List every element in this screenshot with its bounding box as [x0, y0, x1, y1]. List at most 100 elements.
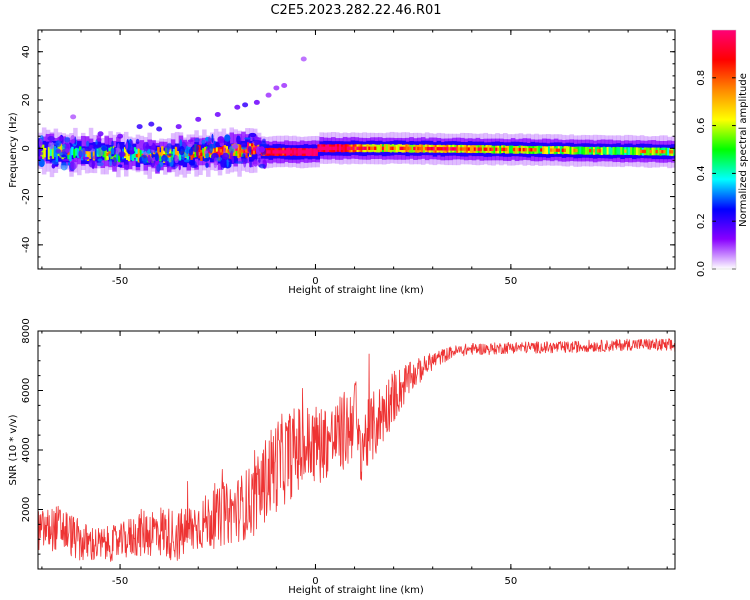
ridge-hot-cell: [479, 147, 482, 151]
noise-blob: [201, 139, 206, 145]
noise-blob: [236, 139, 242, 144]
ridge-core-cell: [69, 148, 72, 162]
scatter-blob: [214, 111, 221, 117]
ridge-core-cell: [471, 145, 475, 153]
x-tick-label: 50: [504, 276, 517, 287]
ridge-hot-cell: [364, 146, 367, 150]
ridge-core-cell: [41, 144, 45, 159]
ridge-core-cell: [387, 144, 391, 153]
ridge-hot-cell: [452, 147, 455, 151]
ridge-hot-cell: [266, 150, 269, 154]
ridge-hot-cell: [137, 153, 140, 157]
ridge-hot-cell: [497, 147, 500, 152]
ridge-hot-cell: [317, 146, 320, 150]
noise-blob: [178, 164, 181, 171]
ridge-core-cell: [71, 146, 74, 156]
noise-blob: [161, 154, 168, 162]
ridge-core-cell: [514, 146, 518, 154]
ridge-hot-cell: [297, 150, 301, 154]
ridge-hot-cell: [200, 152, 203, 157]
ridge-core-cell: [614, 147, 617, 155]
scatter-blob: [300, 56, 307, 62]
ridge-core-cell: [559, 146, 563, 154]
noise-blob: [51, 163, 56, 169]
scatter-blob: [148, 121, 155, 127]
ridge-hot-cell: [344, 146, 348, 150]
ridge-hot-cell: [340, 146, 344, 150]
ridge-hot-cell: [338, 146, 342, 150]
noise-blob: [166, 142, 173, 150]
scatter-blob: [156, 126, 163, 132]
ridge-hot-cell: [327, 146, 330, 150]
noise-blob: [224, 134, 231, 142]
colorbar-frame: [711, 29, 737, 270]
ridge-hot-cell: [442, 147, 445, 151]
ridge-core-cell: [55, 147, 59, 162]
scatter-blob: [195, 116, 202, 122]
ridge-core-cell: [176, 151, 180, 159]
ridge-hot-cell: [106, 152, 109, 157]
colorbar-tick-label: 0.8: [696, 70, 707, 86]
noise-blob: [118, 164, 123, 168]
ridge-hot-cell: [438, 147, 441, 151]
spectrogram-ticks: -50 0 50 -40 -20 0 20 40: [21, 30, 675, 287]
ridge-hot-cell: [450, 147, 453, 151]
ridge-core-cell: [630, 147, 633, 155]
ridge-hot-cell: [391, 146, 395, 150]
ridge-hot-cell: [444, 147, 447, 151]
noise-blob: [147, 154, 151, 163]
ridge-hot-cell: [641, 149, 645, 154]
noise-blob: [254, 139, 262, 145]
ridge-hot-cell: [295, 150, 299, 154]
ridge-core-cell: [397, 144, 400, 152]
noise-blob: [191, 144, 200, 153]
ridge-core-cell: [653, 147, 656, 156]
x-tick-label: 50: [504, 576, 517, 587]
ridge-core-cell: [123, 147, 127, 159]
noise-blob: [62, 158, 70, 162]
ridge-hot-cell: [352, 146, 355, 150]
noise-blob: [213, 161, 218, 169]
ridge-core-cell: [172, 148, 176, 158]
y-tick-label: 2000: [21, 497, 32, 522]
noise-blob: [254, 137, 261, 141]
noise-blob: [247, 145, 252, 153]
noise-blob: [204, 150, 208, 154]
noise-blob: [95, 139, 98, 145]
chart-title: C2E5.2023.282.22.46.R01: [270, 3, 441, 18]
ridge-core-cell: [665, 147, 668, 156]
ridge-hot-cell: [368, 146, 371, 150]
ridge-hot-cell: [428, 146, 432, 151]
noise-blob: [49, 140, 53, 143]
noise-blob: [124, 160, 130, 171]
noise-blob: [194, 137, 200, 143]
noise-blob: [243, 137, 252, 140]
noise-blob: [91, 160, 95, 170]
ridge-hot-cell: [467, 147, 471, 151]
ridge-hot-cell: [491, 147, 494, 151]
ridge-hot-cell: [383, 146, 387, 150]
ridge-core-cell: [633, 147, 637, 155]
ridge-core-cell: [620, 147, 623, 155]
ridge-hot-cell: [540, 148, 543, 152]
noise-blob: [231, 144, 239, 149]
ridge-core-cell: [49, 146, 53, 157]
spectrogram-frame: [37, 29, 676, 270]
ridge-core-cell: [626, 147, 629, 155]
ridge-hot-cell: [84, 150, 88, 155]
ridge-hot-cell: [477, 147, 480, 151]
noise-blob: [101, 146, 108, 152]
ridge-core-cell: [116, 152, 119, 161]
ridge-core-cell: [53, 146, 57, 158]
ridge-core-cell: [600, 147, 604, 156]
ridge-core-cell: [202, 148, 205, 157]
ridge-core-cell: [637, 147, 641, 156]
ridge-hot-cell: [522, 147, 525, 152]
noise-blob: [38, 138, 43, 147]
ridge-hot-cell: [319, 146, 322, 150]
ridge-core-cell: [577, 146, 580, 155]
ridge-hot-cell: [495, 147, 498, 152]
ridge-hot-cell: [671, 150, 674, 154]
ridge-hot-cell: [67, 151, 70, 156]
ridge-core-cell: [520, 145, 524, 154]
